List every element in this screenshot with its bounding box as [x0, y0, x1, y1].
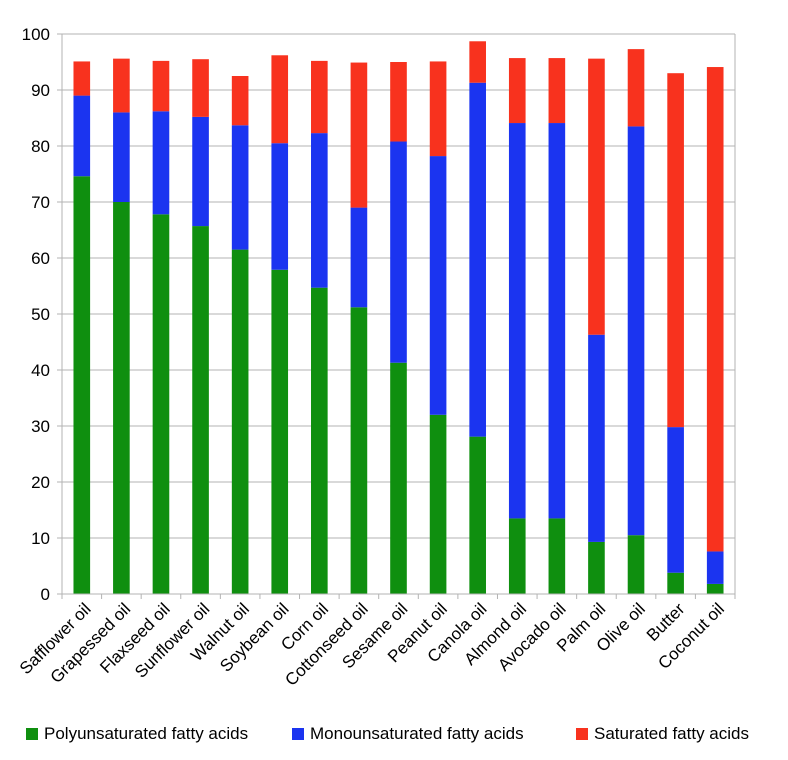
- bar-palm-oil-polyunsaturated-fatty-acids: [588, 541, 605, 594]
- y-tick-label-20: 20: [31, 473, 50, 492]
- y-tick-label-10: 10: [31, 529, 50, 548]
- bar-flaxseed-oil-polyunsaturated-fatty-acids: [152, 214, 170, 594]
- bar-sesame-oil-saturated-fatty-acids: [390, 62, 407, 142]
- y-tick-label-80: 80: [31, 137, 50, 156]
- bar-sesame-oil-monounsaturated-fatty-acids: [390, 141, 407, 363]
- bar-olive-oil-polyunsaturated-fatty-acids: [627, 535, 645, 594]
- bar-walnut-oil-monounsaturated-fatty-acids: [231, 125, 249, 250]
- bar-peanut-oil-monounsaturated-fatty-acids: [429, 156, 447, 415]
- bar-coconut-oil-monounsaturated-fatty-acids: [706, 551, 724, 584]
- bar-sesame-oil-polyunsaturated-fatty-acids: [390, 362, 407, 594]
- bar-avocado-oil-polyunsaturated-fatty-acids: [548, 518, 566, 594]
- bar-peanut-oil-saturated-fatty-acids: [429, 61, 447, 157]
- legend-swatch-polyunsaturated: [26, 728, 38, 740]
- y-tick-label-100: 100: [22, 25, 50, 44]
- bar-canola-oil-polyunsaturated-fatty-acids: [469, 436, 486, 594]
- bar-cottonseed-oil-monounsaturated-fatty-acids: [350, 207, 368, 308]
- legend-swatch-saturated: [576, 728, 588, 740]
- bar-butter-saturated-fatty-acids: [667, 73, 684, 428]
- bar-sunflower-oil-polyunsaturated-fatty-acids: [192, 226, 209, 594]
- bar-flaxseed-oil-monounsaturated-fatty-acids: [152, 111, 170, 215]
- y-tick-label-40: 40: [31, 361, 50, 380]
- bar-palm-oil-monounsaturated-fatty-acids: [588, 334, 605, 542]
- bar-safflower-oil-polyunsaturated-fatty-acids: [73, 176, 91, 595]
- bar-cottonseed-oil-saturated-fatty-acids: [350, 62, 368, 208]
- bar-canola-oil-monounsaturated-fatty-acids: [469, 82, 486, 437]
- bar-sunflower-oil-monounsaturated-fatty-acids: [192, 116, 209, 227]
- bar-butter-monounsaturated-fatty-acids: [667, 427, 684, 573]
- bar-olive-oil-saturated-fatty-acids: [627, 49, 645, 127]
- bars: [73, 41, 724, 595]
- y-axis: 0 10 20 30 40 50 60 70 80 90 100: [22, 25, 62, 604]
- y-tick-label-60: 60: [31, 249, 50, 268]
- bar-almond-oil-polyunsaturated-fatty-acids: [508, 518, 526, 594]
- bar-corn-oil-monounsaturated-fatty-acids: [311, 133, 328, 288]
- bar-cottonseed-oil-polyunsaturated-fatty-acids: [350, 307, 368, 594]
- legend-item-saturated: Saturated fatty acids: [576, 724, 749, 744]
- legend: Polyunsaturated fatty acids Monounsatura…: [0, 724, 788, 754]
- bar-safflower-oil-saturated-fatty-acids: [73, 61, 91, 96]
- bar-olive-oil-monounsaturated-fatty-acids: [627, 126, 645, 536]
- bar-almond-oil-monounsaturated-fatty-acids: [508, 123, 526, 519]
- bar-avocado-oil-monounsaturated-fatty-acids: [548, 123, 566, 519]
- bar-coconut-oil-saturated-fatty-acids: [706, 67, 724, 552]
- bar-grapessed-oil-saturated-fatty-acids: [113, 58, 130, 113]
- y-tick-label-90: 90: [31, 81, 50, 100]
- y-tick-label-50: 50: [31, 305, 50, 324]
- bar-grapessed-oil-monounsaturated-fatty-acids: [113, 112, 130, 202]
- bar-soybean-oil-polyunsaturated-fatty-acids: [271, 269, 289, 594]
- bar-corn-oil-polyunsaturated-fatty-acids: [311, 287, 328, 594]
- y-tick-label-0: 0: [41, 585, 50, 604]
- y-tick-label-30: 30: [31, 417, 50, 436]
- bar-avocado-oil-saturated-fatty-acids: [548, 58, 566, 124]
- bar-palm-oil-saturated-fatty-acids: [588, 58, 605, 335]
- bar-almond-oil-saturated-fatty-acids: [508, 58, 526, 124]
- bar-corn-oil-saturated-fatty-acids: [311, 60, 328, 134]
- bar-soybean-oil-monounsaturated-fatty-acids: [271, 143, 289, 270]
- bar-peanut-oil-polyunsaturated-fatty-acids: [429, 414, 447, 594]
- bar-butter-polyunsaturated-fatty-acids: [667, 572, 684, 594]
- bar-flaxseed-oil-saturated-fatty-acids: [152, 60, 170, 112]
- bar-canola-oil-saturated-fatty-acids: [469, 41, 486, 83]
- bar-sunflower-oil-saturated-fatty-acids: [192, 59, 209, 117]
- legend-label-monounsaturated: Monounsaturated fatty acids: [310, 724, 524, 743]
- stacked-bar-chart: 0 10 20 30 40 50 60 70 80 90 100 Safflower oilGrap…: [16, 25, 736, 690]
- y-tick-label-70: 70: [31, 193, 50, 212]
- legend-item-polyunsaturated: Polyunsaturated fatty acids: [26, 724, 248, 744]
- legend-label-polyunsaturated: Polyunsaturated fatty acids: [44, 724, 249, 743]
- bar-walnut-oil-polyunsaturated-fatty-acids: [231, 249, 249, 594]
- legend-item-monounsaturated: Monounsaturated fatty acids: [292, 724, 524, 744]
- bar-walnut-oil-saturated-fatty-acids: [231, 76, 249, 126]
- bar-grapessed-oil-polyunsaturated-fatty-acids: [113, 202, 130, 594]
- bar-coconut-oil-polyunsaturated-fatty-acids: [706, 583, 724, 594]
- bar-soybean-oil-saturated-fatty-acids: [271, 55, 289, 144]
- legend-label-saturated: Saturated fatty acids: [594, 724, 749, 743]
- legend-swatch-monounsaturated: [292, 728, 304, 740]
- bar-safflower-oil-monounsaturated-fatty-acids: [73, 95, 91, 177]
